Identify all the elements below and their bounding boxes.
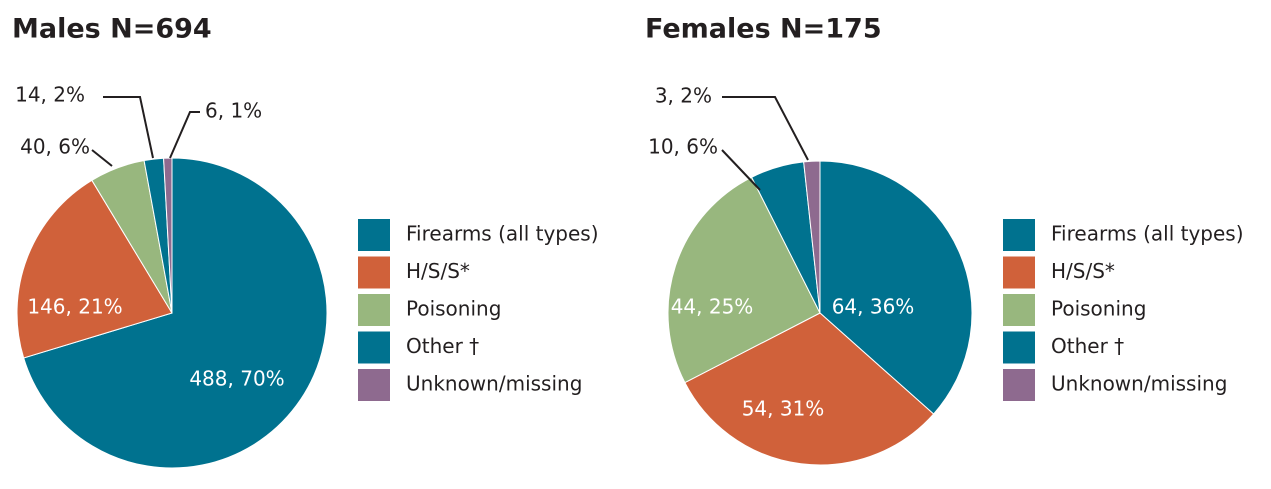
data-label: 64, 36% [832,295,915,319]
data-label: 54, 31% [742,397,825,421]
leader-line [91,149,113,167]
legend-swatch [358,331,390,364]
leader-line [103,96,154,159]
legend-swatch [358,219,390,251]
leader-line [722,96,809,161]
data-label: 488, 70% [189,367,284,391]
legend-swatch [358,294,390,326]
pie-slice [23,157,328,469]
legend-label: Poisoning [406,297,501,321]
legend-label: Unknown/missing [406,372,582,396]
legend-swatch [358,256,390,289]
chart-title: Females N=175 [645,14,882,45]
legend-swatch [1003,294,1035,326]
legend-swatch [1003,331,1035,364]
legend-swatch [1003,256,1035,289]
pie-slice [667,176,821,384]
legend-label: Unknown/missing [1051,372,1227,396]
data-label: 14, 2% [15,83,85,107]
leader-line [169,111,200,159]
legend-label: Other † [406,334,479,358]
legend-swatch [358,369,390,401]
data-label: 6, 1% [205,99,262,123]
data-label: 44, 25% [671,295,754,319]
data-label: 10, 6% [648,135,718,159]
data-label: 146, 21% [27,295,122,319]
data-label: 3, 2% [655,84,712,108]
pie-slice [819,160,973,415]
legend-swatch [1003,219,1035,251]
pie-slice [163,157,173,314]
chart-title: Males N=694 [12,14,212,45]
leader-line [721,149,761,191]
pie-slice [803,160,821,314]
pie-slice [16,179,173,359]
legend-label: Firearms (all types) [1051,222,1244,246]
legend-label: H/S/S* [1051,259,1115,283]
legend-label: Other † [1051,334,1124,358]
legend-label: H/S/S* [406,259,470,283]
legend-label: Firearms (all types) [406,222,599,246]
data-label: 40, 6% [20,135,90,159]
legend-label: Poisoning [1051,297,1146,321]
legend-swatch [1003,369,1035,401]
